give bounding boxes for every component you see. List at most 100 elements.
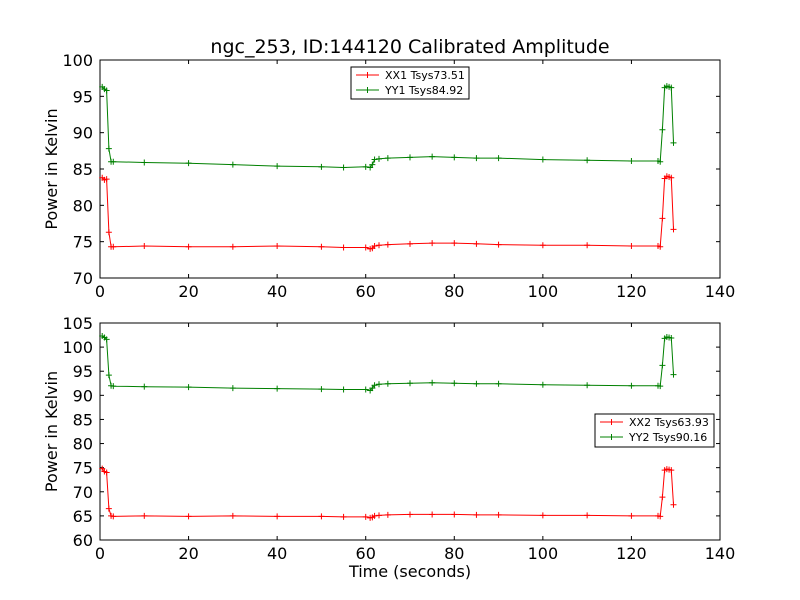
data-point: [229, 512, 236, 519]
data-point: [451, 154, 458, 161]
legend-swatch-marker: [364, 87, 371, 93]
data-point: [657, 513, 664, 520]
data-point: [539, 156, 546, 163]
data-point: [429, 379, 436, 386]
data-point: [668, 174, 675, 181]
data-point: [362, 513, 369, 520]
y-tick-label: 80: [73, 435, 93, 454]
data-point: [657, 383, 664, 390]
data-point: [407, 380, 413, 387]
data-point: [185, 243, 192, 250]
data-point: [141, 512, 148, 519]
x-tick-label: 40: [267, 544, 287, 563]
series-yy1: [99, 83, 677, 171]
data-point: [628, 158, 635, 165]
data-point: [376, 381, 382, 388]
x-tick-label: 0: [95, 282, 105, 301]
data-point: [185, 384, 192, 391]
data-point: [429, 240, 436, 247]
data-point: [670, 226, 677, 233]
data-point: [103, 336, 110, 343]
data-point: [495, 380, 502, 387]
data-point: [407, 240, 413, 247]
data-point: [371, 243, 378, 250]
y-axis-label: Power in Kelvin: [42, 108, 61, 229]
series-line: [101, 85, 674, 169]
data-point: [384, 155, 391, 162]
data-point: [362, 163, 369, 170]
data-point: [110, 158, 117, 165]
y-tick-label: 70: [73, 269, 93, 288]
data-point: [451, 240, 458, 247]
x-axis-label: Time (seconds): [348, 562, 471, 581]
data-point: [668, 467, 675, 474]
data-point: [473, 511, 480, 518]
data-point: [584, 382, 591, 389]
data-point: [274, 385, 281, 392]
data-point: [318, 386, 325, 393]
data-point: [185, 513, 192, 520]
data-point: [376, 155, 382, 162]
legend-swatch-marker: [608, 419, 615, 425]
data-point: [659, 494, 666, 501]
data-point: [670, 139, 677, 146]
data-point: [369, 161, 376, 168]
x-tick-label: 80: [444, 544, 464, 563]
legend-box: [350, 66, 470, 100]
legend-label: YY1 Tsys84.92: [384, 84, 463, 97]
series-yy2: [99, 333, 677, 394]
x-tick-label: 40: [267, 282, 287, 301]
data-point: [318, 243, 325, 250]
data-point: [670, 371, 677, 378]
data-point: [229, 243, 236, 250]
series-xx1: [99, 173, 677, 252]
data-point: [659, 126, 666, 133]
data-point: [274, 243, 281, 250]
data-point: [473, 240, 480, 247]
data-point: [103, 469, 110, 476]
y-tick-label: 95: [73, 87, 93, 106]
y-tick-label: 85: [73, 160, 93, 179]
data-point: [103, 176, 110, 183]
data-point: [628, 243, 635, 250]
y-axis-label: Power in Kelvin: [42, 371, 61, 492]
data-point: [495, 511, 502, 518]
y-tick-label: 85: [73, 410, 93, 429]
data-point: [668, 84, 675, 91]
y-tick-label: 100: [62, 338, 93, 357]
data-point: [384, 241, 391, 248]
data-point: [318, 163, 325, 170]
data-point: [657, 243, 664, 250]
data-point: [110, 243, 117, 250]
data-point: [110, 383, 117, 390]
x-tick-label: 80: [444, 282, 464, 301]
data-point: [141, 159, 148, 166]
data-point: [429, 153, 436, 160]
data-point: [539, 381, 546, 388]
y-tick-label: 100: [62, 51, 93, 70]
data-point: [340, 513, 347, 520]
y-tick-label: 75: [73, 233, 93, 252]
data-point: [384, 511, 391, 518]
x-tick-label: 20: [178, 282, 198, 301]
y-tick-label: 105: [62, 314, 93, 333]
series-line: [101, 175, 674, 250]
data-point: [495, 241, 502, 248]
data-point: [371, 156, 378, 163]
data-point: [362, 244, 369, 251]
y-tick-label: 95: [73, 362, 93, 381]
data-point: [584, 157, 591, 164]
data-point: [451, 511, 458, 518]
data-point: [185, 160, 192, 167]
top-panel: 0 20 40 60 80 100 120 140 70 75 80 85 90 95 100 Power i…: [42, 51, 735, 301]
data-point: [229, 161, 236, 168]
data-point: [451, 380, 458, 387]
x-tick-label: 140: [705, 282, 736, 301]
data-point: [340, 386, 347, 393]
y-tick-label: 60: [73, 531, 93, 550]
data-point: [659, 362, 666, 369]
data-point: [539, 242, 546, 249]
y-tick-label: 75: [73, 459, 93, 478]
data-point: [105, 505, 112, 512]
